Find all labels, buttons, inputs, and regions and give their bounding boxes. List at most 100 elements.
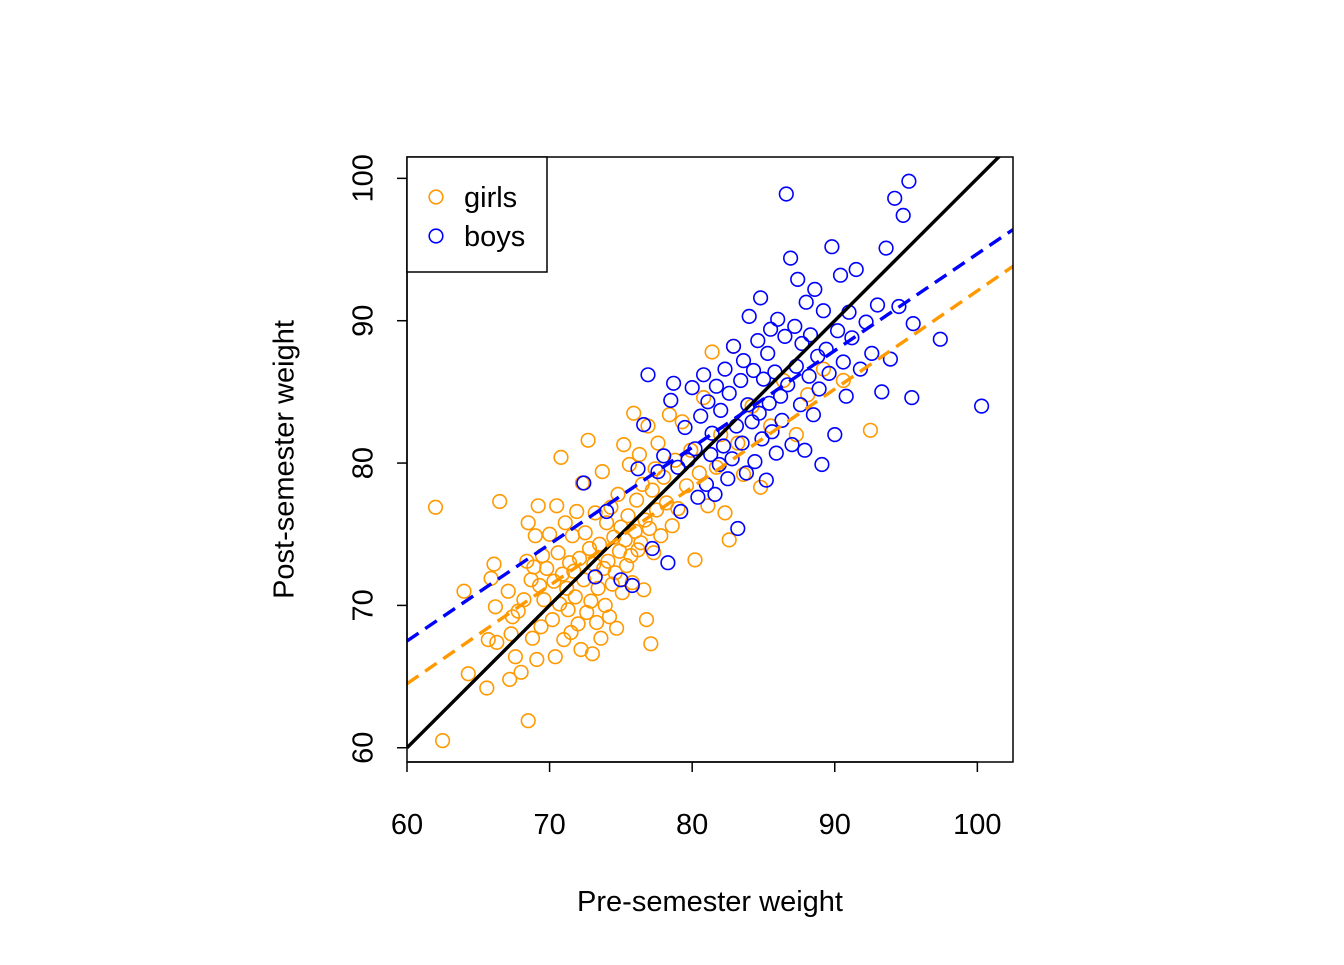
- data-point-boys: [805, 407, 822, 423]
- data-point-girls: [480, 631, 496, 648]
- data-point-girls: [524, 630, 541, 646]
- data-point-girls: [606, 529, 622, 545]
- data-point-boys: [814, 456, 830, 473]
- data-point-girls: [550, 545, 566, 561]
- data-point-girls: [618, 557, 635, 574]
- data-point-boys: [650, 464, 666, 480]
- y-axis-label: Post-semester weight: [269, 320, 301, 599]
- data-point-boys: [807, 281, 823, 298]
- data-point-boys: [704, 425, 720, 441]
- data-point-boys: [794, 335, 810, 352]
- data-point-girls: [577, 525, 593, 541]
- data-point-boys: [754, 431, 770, 447]
- data-point-girls: [593, 630, 609, 646]
- data-point-girls: [637, 512, 653, 528]
- data-point-girls: [569, 503, 585, 520]
- data-point-boys: [801, 368, 817, 384]
- data-point-boys: [670, 459, 686, 475]
- data-point-girls: [621, 456, 638, 473]
- data-point-girls: [643, 636, 659, 652]
- data-point-boys: [762, 321, 779, 337]
- data-point-girls: [604, 576, 620, 592]
- data-point-girls: [536, 592, 552, 608]
- data-point-boys: [644, 540, 660, 557]
- data-point-girls: [502, 671, 518, 688]
- x-tick-label: 70: [533, 809, 565, 841]
- data-point-girls: [570, 616, 586, 632]
- data-point-boys: [665, 375, 682, 391]
- data-point-girls: [427, 499, 444, 515]
- data-point-boys: [878, 240, 894, 256]
- data-point-girls: [486, 556, 502, 572]
- data-point-boys: [752, 290, 769, 306]
- data-point-girls: [554, 566, 571, 582]
- data-point-girls: [661, 407, 678, 423]
- fit-line-boys-fit: [407, 228, 1013, 643]
- data-point-boys: [827, 427, 843, 443]
- data-point-boys: [777, 328, 793, 345]
- data-point-girls: [730, 435, 746, 451]
- data-point-boys: [778, 186, 794, 202]
- data-point-girls: [641, 520, 658, 537]
- data-point-boys: [724, 451, 740, 467]
- data-point-girls: [520, 713, 536, 729]
- data-point-girls: [601, 609, 618, 625]
- data-point-girls: [788, 427, 804, 443]
- data-point-girls: [587, 505, 603, 521]
- data-point-boys: [677, 419, 693, 436]
- data-point-girls: [647, 461, 663, 477]
- data-point-girls: [610, 486, 626, 503]
- data-point-boys: [838, 388, 854, 404]
- data-point-boys: [844, 330, 860, 346]
- data-point-boys: [829, 323, 846, 339]
- data-point-girls: [533, 619, 549, 635]
- data-point-boys: [587, 569, 603, 585]
- data-point-boys: [693, 408, 709, 424]
- data-point-boys: [904, 390, 920, 406]
- data-point-girls: [487, 599, 504, 615]
- data-point-boys: [707, 486, 723, 503]
- data-point-boys: [630, 461, 646, 477]
- data-point-girls: [700, 498, 716, 514]
- data-point-boys: [932, 331, 948, 347]
- data-point-boys: [738, 465, 755, 481]
- data-point-boys: [640, 367, 656, 383]
- data-point-boys: [624, 577, 640, 594]
- data-point-boys: [770, 311, 786, 327]
- data-point-girls: [483, 570, 499, 587]
- data-point-boys: [734, 435, 750, 451]
- data-point-girls: [581, 540, 598, 557]
- data-point-girls: [549, 498, 565, 514]
- data-point-boys: [733, 372, 749, 389]
- data-point-boys: [792, 397, 809, 413]
- data-point-boys: [747, 454, 763, 470]
- data-point-boys: [905, 316, 921, 332]
- data-point-girls: [561, 555, 578, 571]
- y-tick-label: 70: [348, 589, 380, 621]
- data-point-boys: [821, 365, 837, 382]
- data-point-girls: [435, 732, 451, 749]
- data-point-girls: [566, 563, 582, 579]
- legend-label-girls: girls: [464, 182, 517, 214]
- data-point-girls: [638, 611, 655, 628]
- data-point-boys: [790, 271, 806, 288]
- data-point-girls: [670, 501, 686, 517]
- y-tick-label: 100: [348, 154, 380, 202]
- data-point-girls: [513, 664, 529, 680]
- x-tick-label: 90: [819, 809, 851, 841]
- data-point-boys: [684, 380, 700, 396]
- data-point-girls: [616, 437, 632, 453]
- data-point-boys: [690, 489, 706, 505]
- data-point-boys: [874, 384, 890, 400]
- data-point-girls: [560, 602, 576, 618]
- data-point-girls: [460, 666, 476, 682]
- data-point-girls: [567, 589, 583, 605]
- data-point-boys: [695, 367, 712, 383]
- data-point-girls: [630, 542, 646, 558]
- data-point-boys: [721, 385, 737, 401]
- data-point-girls: [704, 344, 720, 360]
- y-tick-label: 90: [348, 305, 380, 337]
- data-point-boys: [891, 298, 907, 315]
- data-point-boys: [848, 261, 864, 278]
